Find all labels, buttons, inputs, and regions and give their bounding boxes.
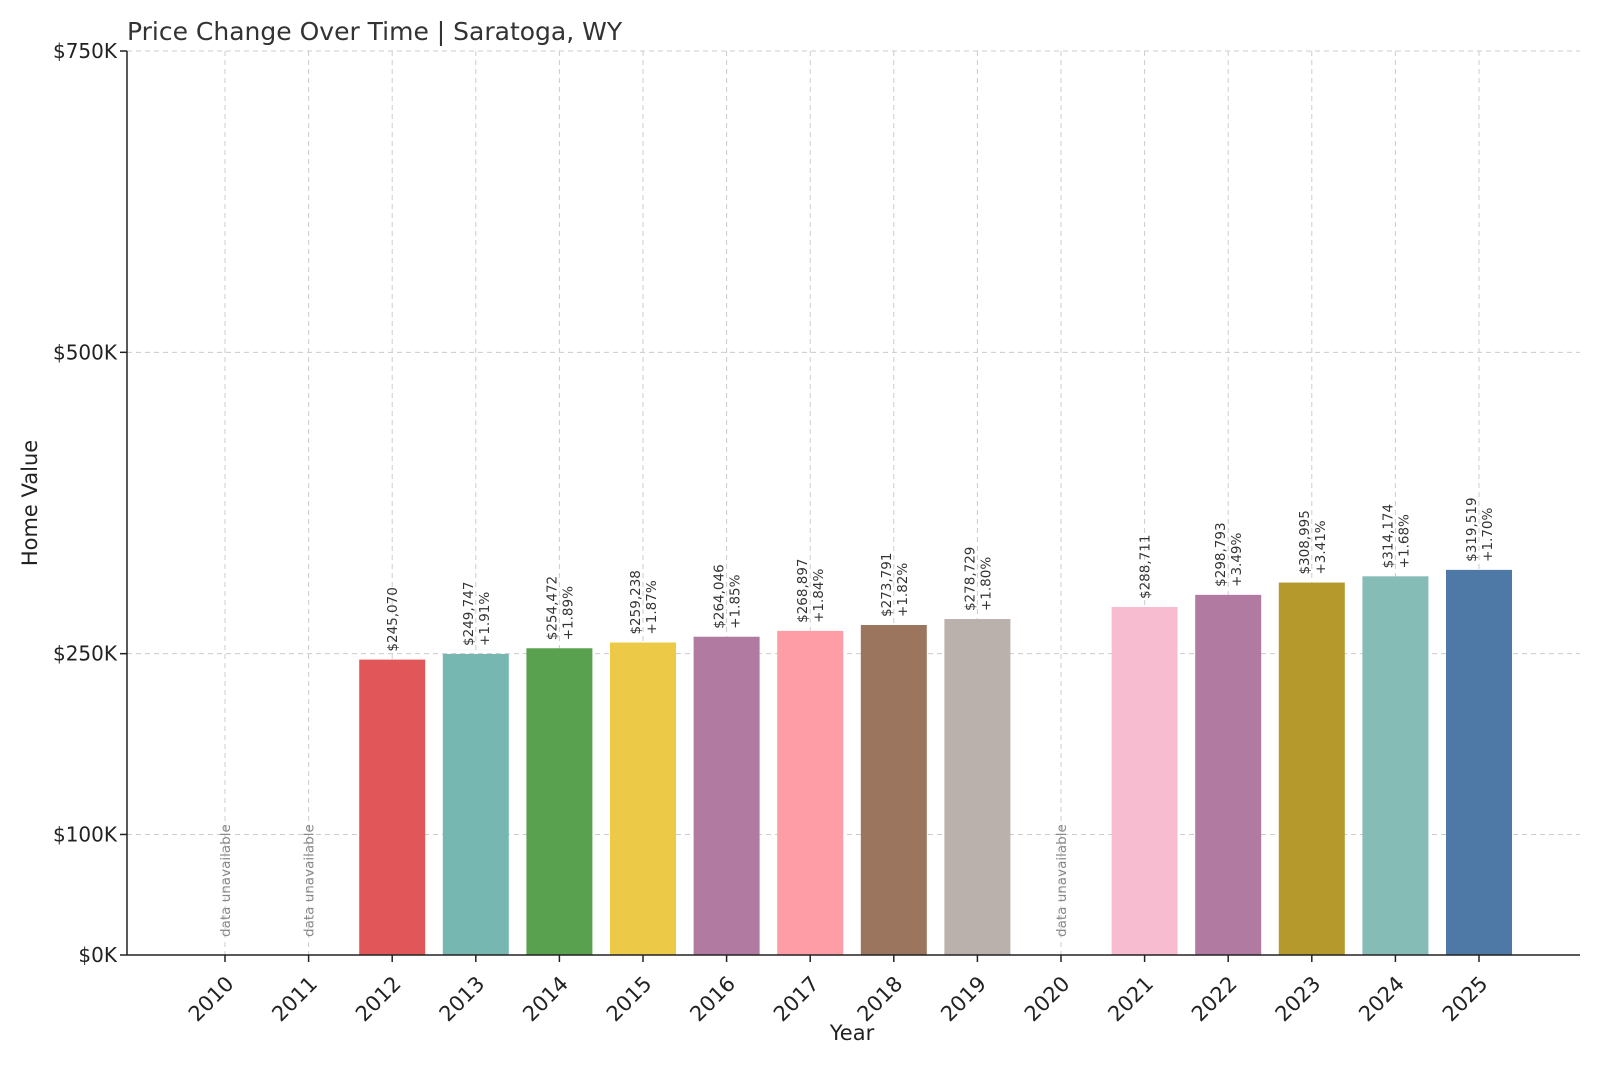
value-label: $314,174 bbox=[1380, 504, 1396, 568]
bar-2024 bbox=[1362, 576, 1429, 955]
x-tick-label: 2018 bbox=[853, 972, 908, 1027]
bar-2012 bbox=[359, 659, 426, 955]
x-tick-label: 2019 bbox=[936, 972, 991, 1027]
y-axis-label: Home Value bbox=[18, 440, 42, 566]
change-label: +3.49% bbox=[1229, 532, 1245, 586]
data-unavailable-label: data unavailable bbox=[1054, 824, 1070, 937]
y-tick-label: $500K bbox=[53, 340, 118, 364]
bar-2021 bbox=[1111, 607, 1178, 955]
x-tick-label: 2022 bbox=[1187, 972, 1242, 1027]
chart-title: Price Change Over Time | Saratoga, WY bbox=[127, 17, 623, 46]
change-label: +1.68% bbox=[1396, 514, 1412, 568]
bar-2018 bbox=[860, 624, 927, 955]
y-tick-label: $100K bbox=[53, 822, 118, 846]
y-tick-label: $0K bbox=[78, 943, 117, 967]
value-label: $264,046 bbox=[712, 564, 728, 628]
bar-2017 bbox=[777, 630, 844, 955]
x-tick-label: 2020 bbox=[1020, 972, 1075, 1027]
bar-2013 bbox=[442, 653, 509, 955]
x-tick-label: 2011 bbox=[267, 972, 322, 1027]
x-tick-label: 2017 bbox=[769, 972, 824, 1027]
x-tick-label: 2014 bbox=[518, 972, 573, 1027]
change-label: +1.87% bbox=[644, 580, 660, 634]
x-tick-label: 2016 bbox=[685, 972, 740, 1027]
bar-2015 bbox=[610, 642, 676, 955]
change-label: +1.89% bbox=[560, 586, 576, 640]
bar-2019 bbox=[944, 619, 1011, 955]
value-label: $254,472 bbox=[544, 576, 560, 640]
change-label: +1.70% bbox=[1480, 508, 1496, 562]
x-tick-label: 2025 bbox=[1438, 972, 1493, 1027]
x-tick-label: 2012 bbox=[351, 972, 406, 1027]
value-label: $298,793 bbox=[1213, 522, 1229, 586]
x-axis-label: Year bbox=[829, 1021, 875, 1045]
bar-2022 bbox=[1195, 594, 1262, 955]
y-tick-label: $750K bbox=[53, 39, 118, 63]
change-label: +1.84% bbox=[811, 569, 827, 623]
y-ticks: $0K $100K $250K $500K $750K bbox=[53, 39, 127, 967]
bar-labels: data unavailable data unavailable $245,070… bbox=[218, 497, 1496, 937]
x-tick-label: 2024 bbox=[1354, 972, 1409, 1027]
x-tick-label: 2013 bbox=[435, 972, 490, 1027]
data-unavailable-label: data unavailable bbox=[218, 824, 234, 937]
value-label: $245,070 bbox=[385, 587, 401, 651]
change-label: +1.85% bbox=[728, 574, 744, 628]
change-label: +1.82% bbox=[895, 563, 911, 617]
x-tick-label: 2023 bbox=[1271, 972, 1326, 1027]
axes bbox=[126, 51, 1580, 956]
value-label: $249,747 bbox=[461, 582, 477, 646]
bar-2014 bbox=[526, 648, 593, 955]
bar-2025 bbox=[1446, 569, 1512, 955]
change-label: +1.80% bbox=[978, 557, 994, 611]
change-label: +3.41% bbox=[1313, 520, 1329, 574]
value-label: $259,238 bbox=[628, 570, 644, 634]
change-label: +1.91% bbox=[477, 592, 493, 646]
value-label: $268,897 bbox=[795, 558, 811, 622]
x-tick-label: 2015 bbox=[602, 972, 657, 1027]
x-tick-label: 2010 bbox=[184, 972, 239, 1027]
grid-lines bbox=[127, 50, 1580, 955]
value-label: $319,519 bbox=[1464, 497, 1480, 561]
value-label: $308,995 bbox=[1297, 510, 1313, 574]
value-label: $278,729 bbox=[962, 547, 978, 611]
bar-2023 bbox=[1278, 582, 1345, 955]
x-ticks: 2010 2011 2012 2013 2014 2015 2016 2017 2018 2019… bbox=[184, 955, 1493, 1026]
value-label: $288,711 bbox=[1138, 535, 1154, 599]
x-tick-label: 2021 bbox=[1103, 972, 1158, 1027]
value-label: $273,791 bbox=[879, 553, 895, 617]
y-tick-label: $250K bbox=[53, 642, 118, 666]
bars bbox=[359, 569, 1512, 955]
bar-2016 bbox=[693, 636, 760, 955]
data-unavailable-label: data unavailable bbox=[302, 824, 318, 937]
